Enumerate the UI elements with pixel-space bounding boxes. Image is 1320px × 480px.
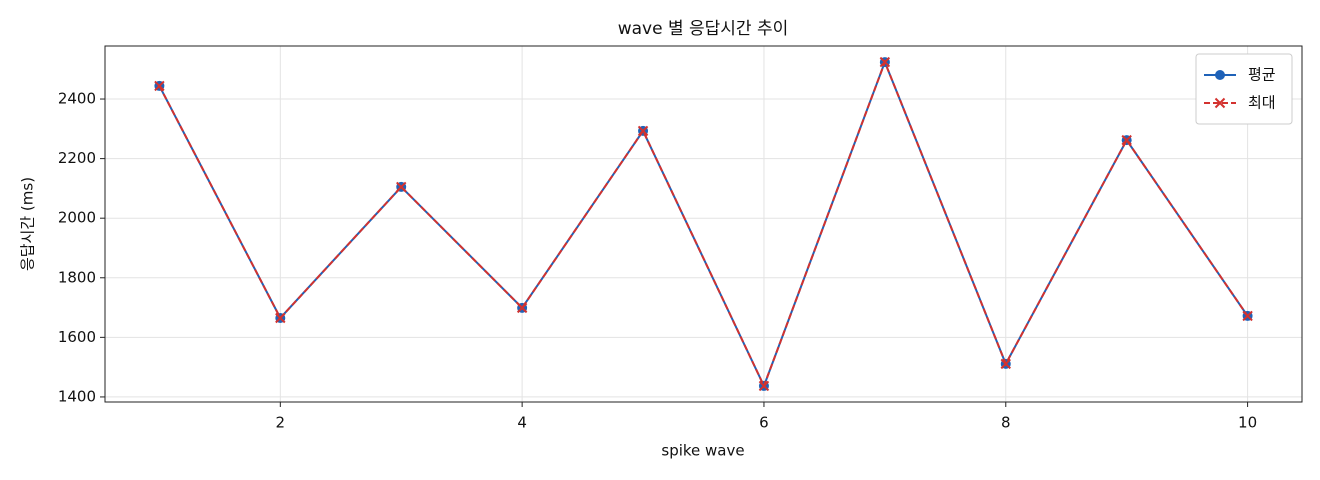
plot-frame [104,45,1303,403]
y-axis-label: 응답시간 (ms) [19,177,37,271]
legend-label: 평균 [1248,66,1276,84]
x-tick-label: 10 [1238,414,1257,432]
x-tick-label: 2 [276,414,286,432]
y-tick-label: 2200 [58,149,96,167]
y-tick-label: 1400 [58,387,96,405]
y-tick-label: 2000 [58,209,96,227]
data-point [516,302,528,314]
series-line [158,59,1249,389]
y-tick-label: 1800 [58,268,96,286]
chart-title: wave 별 응답시간 추이 [618,19,789,39]
data-point [1121,134,1132,146]
legend-label: 최대 [1248,94,1276,112]
x-tick-label: 6 [759,414,769,432]
data-point [637,125,649,137]
data-point [1000,358,1011,370]
y-tick-label: 1600 [58,328,96,346]
x-tick-label: 4 [517,414,527,432]
data-point [396,181,407,193]
data-point [758,380,770,392]
data-point [154,80,165,92]
legend-marker [1214,97,1226,109]
legend-marker [1215,70,1225,80]
data-point [275,312,286,324]
y-tick-label: 2400 [58,90,96,108]
x-tick-label: 8 [1001,414,1011,432]
data-point [879,56,891,68]
x-axis-label: spike wave [661,442,744,460]
data-point [1242,310,1253,322]
legend-box [1195,53,1293,125]
